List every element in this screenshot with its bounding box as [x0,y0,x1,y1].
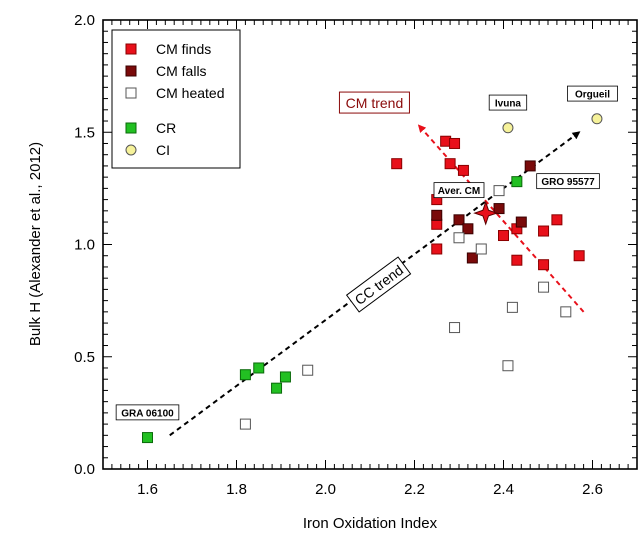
plot-area: 1.6 1.8 2.0 2.2 2.4 2.6 0.0 0.5 1.0 1.5 2.0 CC tren… [74,12,638,498]
x-tick-label: 2.2 [404,481,425,498]
cm-trend-line [417,124,585,313]
annotation-box [536,173,600,190]
cr-point [142,432,153,444]
annotation-box [567,85,618,102]
average-cm-star [473,200,499,226]
average-cm-label-box [433,182,485,199]
cm-falls-point [493,203,505,215]
annotation-label: Orgueil [575,90,610,101]
x-axis-title: Iron Oxidation Index [303,515,438,532]
cm-finds-point [449,137,461,149]
cm-finds-point [551,214,563,226]
legend-swatch-cm-heated [125,87,137,99]
y-axis-title: Bulk H (Alexander et al., 2012) [27,142,44,346]
y-tick-label: 0.0 [74,461,95,478]
legend-label-cm-finds: CM finds [156,41,211,57]
cm-trend-label-box [338,91,410,114]
cm-heated-point [538,281,550,293]
ci-point [591,113,603,125]
average-cm-label: Aver. CM [438,186,480,197]
legend-swatch-cr [125,122,137,134]
cm-finds-point [538,259,550,271]
annotation-label: Ivuna [495,99,522,110]
ci-point [502,122,514,134]
legend-label-ci: CI [156,142,170,158]
legend-label-cm-heated: CM heated [156,85,224,101]
cr-point [239,369,251,381]
cm-finds-point [391,158,403,170]
cm-falls-point [431,209,443,221]
cr-point [279,371,291,383]
cm-finds-point [573,250,585,262]
cm-finds-point [431,243,443,255]
annotation-label: GRA 06100 [121,408,174,419]
legend-swatch-cm-falls [125,65,137,77]
annotation-box [115,404,180,421]
cm-falls-point [462,223,474,235]
cc-trend-label-box [345,256,412,313]
legend-swatch-cm-finds [125,43,137,55]
x-tick-label: 2.4 [493,481,514,498]
cm-heated-point [302,364,314,376]
cm-heated-point [475,243,487,255]
y-tick-label: 2.0 [74,12,95,29]
cm-heated-point [239,418,251,430]
x-tick-label: 1.6 [137,481,158,498]
cm-falls-point [453,214,465,226]
y-tick-label: 0.5 [74,349,95,366]
cm-falls-point [515,216,527,228]
cr-point [271,382,283,394]
cm-falls-point [466,252,478,264]
legend-swatch-ci [125,144,137,156]
y-tick-label: 1.0 [74,237,95,254]
y-tick-label: 1.5 [74,124,95,141]
cm-finds-point [498,230,509,242]
cm-trend-label-text: CM trend [346,95,404,111]
cm-heated-point [453,232,465,244]
cc-trend-label: CC trend [345,256,412,313]
cm-heated-point [560,306,572,318]
annotation-box [488,94,528,111]
cm-heated-point [493,185,505,197]
cr-point [253,362,265,374]
cm-finds-point [538,225,550,237]
cm-falls-point [524,160,536,172]
cm-finds-point [444,158,456,170]
cm-finds-point [511,254,523,266]
cm-heated-point [449,322,461,334]
x-tick-label: 2.6 [582,481,603,498]
x-tick-label: 2.0 [315,481,336,498]
cr-point [511,176,523,188]
legend-label-cm-falls: CM falls [156,63,207,79]
cm-finds-point [457,164,469,176]
annotation-label: GRO 95577 [541,177,595,188]
cm-heated-point [506,301,518,313]
legend-label-cr: CR [156,120,176,136]
x-tick-label: 1.8 [226,481,247,498]
cm-heated-point [502,360,514,372]
